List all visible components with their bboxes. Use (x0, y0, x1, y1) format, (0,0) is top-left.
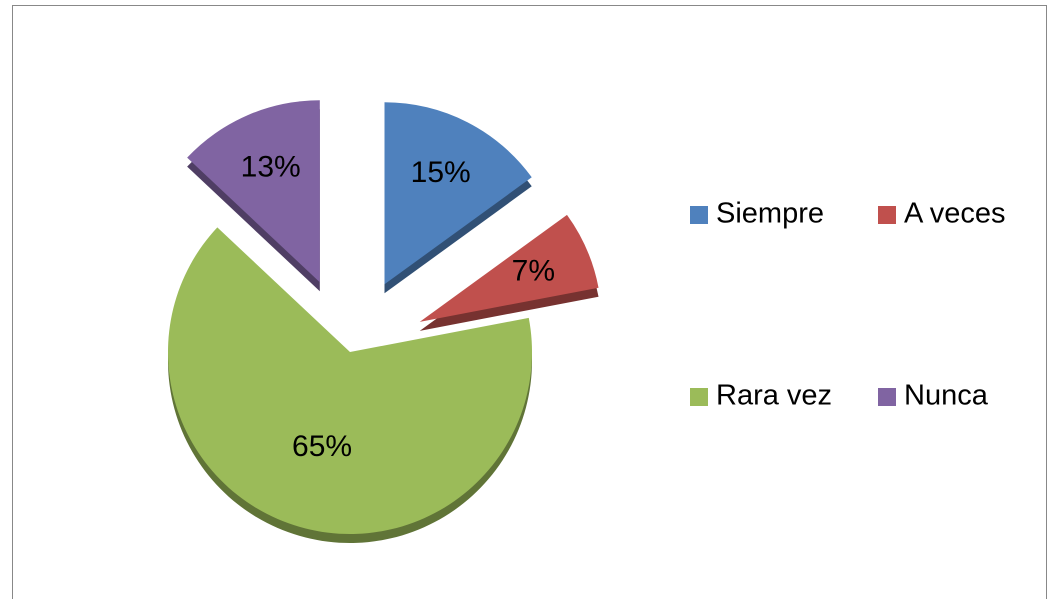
legend-label: Rara vez (716, 380, 832, 412)
legend-label: Nunca (904, 380, 989, 412)
legend-swatch (690, 206, 708, 224)
slice (419, 214, 599, 322)
slice (168, 227, 532, 535)
legend-swatch (690, 388, 708, 406)
legend-label: A veces (904, 198, 1006, 230)
data-label: 7% (512, 255, 555, 288)
legend: Siempre A veces Rara vez Nunca (690, 198, 1006, 412)
pie: 15% 7% 65% 13% (168, 100, 599, 544)
legend-swatch (878, 388, 896, 406)
slice (384, 102, 532, 285)
data-label: 15% (411, 156, 471, 189)
data-label: 65% (292, 430, 352, 463)
legend-label: Siempre (716, 198, 824, 230)
slice (187, 100, 320, 283)
data-label: 13% (241, 151, 301, 184)
legend-swatch (878, 206, 896, 224)
